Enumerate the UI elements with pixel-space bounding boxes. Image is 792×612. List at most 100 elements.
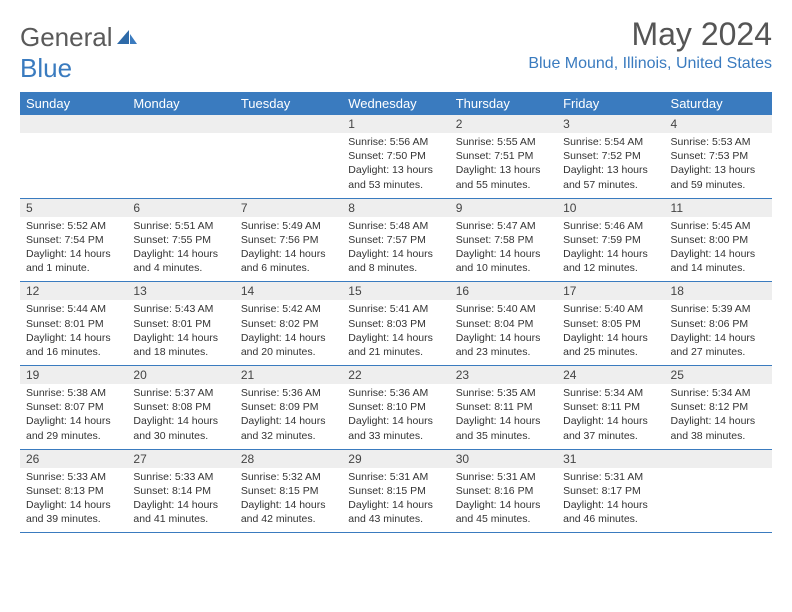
daylight-line: Daylight: 14 hours and 35 minutes.: [456, 414, 551, 442]
day-detail-cell: Sunrise: 5:52 AMSunset: 7:54 PMDaylight:…: [20, 217, 127, 282]
daylight-line: Daylight: 14 hours and 46 minutes.: [563, 498, 658, 526]
daylight-line: Daylight: 14 hours and 10 minutes.: [456, 247, 551, 275]
day-detail-cell: Sunrise: 5:36 AMSunset: 8:10 PMDaylight:…: [342, 384, 449, 449]
sunset-line: Sunset: 8:15 PM: [241, 484, 336, 498]
day-detail-cell: Sunrise: 5:41 AMSunset: 8:03 PMDaylight:…: [342, 300, 449, 365]
sunset-line: Sunset: 8:03 PM: [348, 317, 443, 331]
daylight-line: Daylight: 14 hours and 12 minutes.: [563, 247, 658, 275]
day-detail-cell: Sunrise: 5:49 AMSunset: 7:56 PMDaylight:…: [235, 217, 342, 282]
brand-text: General Blue: [20, 22, 139, 84]
day-detail-row: Sunrise: 5:56 AMSunset: 7:50 PM Daylight:…: [20, 133, 772, 198]
sunset-line: Sunset: 7:55 PM: [133, 233, 228, 247]
daylight-line: Daylight: 14 hours and 6 minutes.: [241, 247, 336, 275]
day-number-cell: 1: [342, 115, 449, 133]
daylight-line: Daylight: 14 hours and 1 minute.: [26, 247, 121, 275]
day-number-cell: 20: [127, 366, 234, 385]
daylight-line: Daylight: 14 hours and 43 minutes.: [348, 498, 443, 526]
sunrise-line: Sunrise: 5:55 AM: [456, 135, 551, 149]
daylight-line: Daylight: 14 hours and 18 minutes.: [133, 331, 228, 359]
sunset-line: Sunset: 8:01 PM: [133, 317, 228, 331]
sunrise-line: Sunrise: 5:52 AM: [26, 219, 121, 233]
day-detail-cell: Sunrise: 5:36 AMSunset: 8:09 PMDaylight:…: [235, 384, 342, 449]
day-number-row: 262728293031: [20, 449, 772, 468]
day-number-cell: 5: [20, 198, 127, 217]
day-detail-cell: Sunrise: 5:37 AMSunset: 8:08 PMDaylight:…: [127, 384, 234, 449]
day-number-cell: 14: [235, 282, 342, 301]
day-detail-cell: Sunrise: 5:54 AMSunset: 7:52 PMDaylight:…: [557, 133, 664, 198]
day-number-cell: 26: [20, 449, 127, 468]
day-number-cell: 21: [235, 366, 342, 385]
sunrise-line: Sunrise: 5:33 AM: [133, 470, 228, 484]
day-detail-cell: Sunrise: 5:45 AMSunset: 8:00 PMDaylight:…: [665, 217, 772, 282]
day-number-row: 1234: [20, 115, 772, 133]
sunset-line: Sunset: 7:58 PM: [456, 233, 551, 247]
daylight-line: Daylight: 14 hours and 16 minutes.: [26, 331, 121, 359]
sunrise-line: Sunrise: 5:47 AM: [456, 219, 551, 233]
daylight-line: Daylight: 14 hours and 14 minutes.: [671, 247, 766, 275]
daylight-line: Daylight: 14 hours and 42 minutes.: [241, 498, 336, 526]
daylight-line: Daylight: 14 hours and 33 minutes.: [348, 414, 443, 442]
day-detail-cell: Sunrise: 5:39 AMSunset: 8:06 PMDaylight:…: [665, 300, 772, 365]
sunset-line: Sunset: 8:00 PM: [671, 233, 766, 247]
weekday-header: Monday: [127, 92, 234, 115]
sunrise-line: Sunrise: 5:48 AM: [348, 219, 443, 233]
day-number-cell: 12: [20, 282, 127, 301]
daylight-line: Daylight: 14 hours and 30 minutes.: [133, 414, 228, 442]
day-number-cell: 23: [450, 366, 557, 385]
sunset-line: Sunset: 8:01 PM: [26, 317, 121, 331]
day-number-cell: 9: [450, 198, 557, 217]
day-number-cell: [235, 115, 342, 133]
sail-icon: [115, 28, 139, 46]
day-number-cell: 17: [557, 282, 664, 301]
sunrise-line: Sunrise: 5:33 AM: [26, 470, 121, 484]
location-text: Blue Mound, Illinois, United States: [528, 55, 772, 73]
day-number-cell: 30: [450, 449, 557, 468]
daylight-line: Daylight: 14 hours and 32 minutes.: [241, 414, 336, 442]
sunrise-line: Sunrise: 5:38 AM: [26, 386, 121, 400]
daylight-line: Daylight: 14 hours and 37 minutes.: [563, 414, 658, 442]
day-detail-cell: Sunrise: 5:42 AMSunset: 8:02 PMDaylight:…: [235, 300, 342, 365]
month-title: May 2024: [528, 16, 772, 53]
sunset-line: Sunset: 8:09 PM: [241, 400, 336, 414]
day-number-cell: 27: [127, 449, 234, 468]
daylight-line: Daylight: 13 hours and 59 minutes.: [671, 163, 766, 191]
sunset-line: Sunset: 8:15 PM: [348, 484, 443, 498]
sunrise-line: Sunrise: 5:31 AM: [563, 470, 658, 484]
day-detail-cell: Sunrise: 5:43 AMSunset: 8:01 PMDaylight:…: [127, 300, 234, 365]
day-number-cell: 2: [450, 115, 557, 133]
sunset-line: Sunset: 8:13 PM: [26, 484, 121, 498]
sunset-line: Sunset: 8:10 PM: [348, 400, 443, 414]
sunrise-line: Sunrise: 5:41 AM: [348, 302, 443, 316]
sunrise-line: Sunrise: 5:49 AM: [241, 219, 336, 233]
sunset-line: Sunset: 8:12 PM: [671, 400, 766, 414]
sunset-line: Sunset: 8:14 PM: [133, 484, 228, 498]
day-detail-cell: Sunrise: 5:40 AMSunset: 8:04 PMDaylight:…: [450, 300, 557, 365]
sunrise-line: Sunrise: 5:35 AM: [456, 386, 551, 400]
day-detail-cell: Sunrise: 5:31 AMSunset: 8:17 PMDaylight:…: [557, 468, 664, 533]
day-number-cell: 13: [127, 282, 234, 301]
daylight-line: Daylight: 14 hours and 27 minutes.: [671, 331, 766, 359]
sunrise-line: Sunrise: 5:46 AM: [563, 219, 658, 233]
sunset-line: Sunset: 7:59 PM: [563, 233, 658, 247]
daylight-line: Daylight: 14 hours and 23 minutes.: [456, 331, 551, 359]
sunrise-line: Sunrise: 5:34 AM: [671, 386, 766, 400]
calendar-body: 1234 Sunrise: 5:56 AMSunset: 7:50 PM Dayli…: [20, 115, 772, 533]
day-detail-cell: Sunrise: 5:31 AMSunset: 8:15 PMDaylight:…: [342, 468, 449, 533]
sunset-line: Sunset: 8:02 PM: [241, 317, 336, 331]
day-number-cell: 8: [342, 198, 449, 217]
day-number-cell: 24: [557, 366, 664, 385]
sunrise-line: Sunrise: 5:45 AM: [671, 219, 766, 233]
day-number-row: 19202122232425: [20, 366, 772, 385]
day-number-cell: [665, 449, 772, 468]
sunrise-line: Sunrise: 5:36 AM: [241, 386, 336, 400]
sunset-line: Sunset: 8:16 PM: [456, 484, 551, 498]
weekday-header-row: Sunday Monday Tuesday Wednesday Thursday…: [20, 92, 772, 115]
sunrise-line: Sunrise: 5:39 AM: [671, 302, 766, 316]
weekday-header: Saturday: [665, 92, 772, 115]
day-number-cell: 22: [342, 366, 449, 385]
sunset-line: Sunset: 7:50 PM: [348, 149, 443, 163]
day-detail-row: Sunrise: 5:44 AMSunset: 8:01 PMDaylight:…: [20, 300, 772, 365]
day-number-row: 12131415161718: [20, 282, 772, 301]
sunrise-line: Sunrise: 5:31 AM: [348, 470, 443, 484]
sunrise-line: Sunrise: 5:56 AM: [348, 135, 443, 149]
